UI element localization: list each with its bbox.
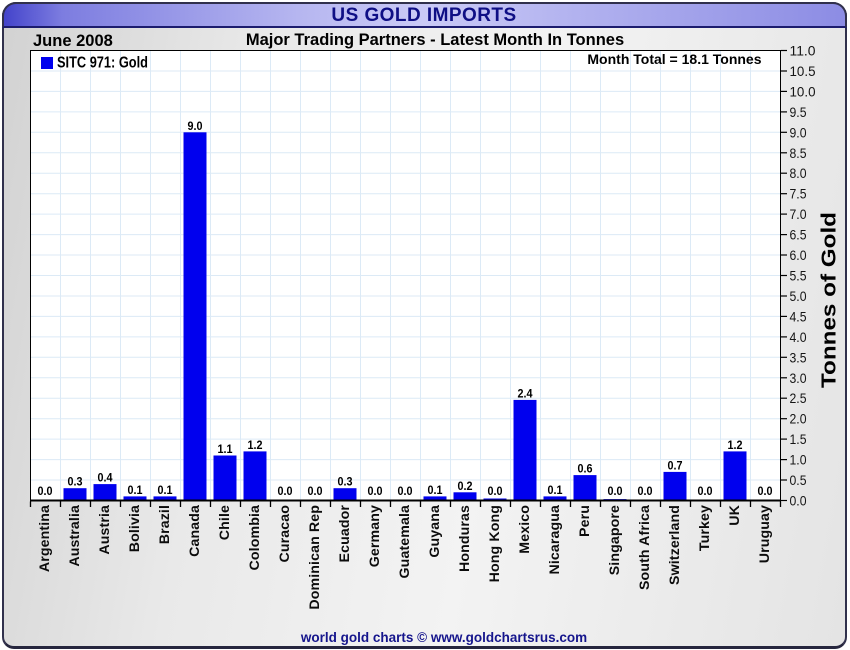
svg-text:0.4: 0.4 bbox=[98, 471, 113, 485]
svg-text:7.0: 7.0 bbox=[790, 206, 807, 222]
svg-text:0.3: 0.3 bbox=[68, 475, 83, 489]
svg-text:Brazil: Brazil bbox=[157, 505, 173, 544]
svg-text:Nicaragua: Nicaragua bbox=[547, 505, 563, 575]
svg-text:0.0: 0.0 bbox=[698, 484, 713, 498]
svg-text:5.0: 5.0 bbox=[790, 288, 807, 304]
svg-text:0.0: 0.0 bbox=[308, 484, 323, 498]
svg-text:0.5: 0.5 bbox=[790, 472, 807, 488]
svg-text:0.1: 0.1 bbox=[428, 483, 443, 497]
svg-text:11.0: 11.0 bbox=[790, 43, 816, 59]
svg-text:0.6: 0.6 bbox=[578, 462, 593, 476]
svg-text:Colombia: Colombia bbox=[247, 505, 263, 570]
svg-text:0.0: 0.0 bbox=[38, 484, 53, 498]
svg-text:2.4: 2.4 bbox=[518, 386, 533, 400]
svg-text:Ecuador: Ecuador bbox=[337, 505, 353, 563]
svg-text:Honduras: Honduras bbox=[457, 505, 473, 572]
svg-text:Bolivia: Bolivia bbox=[127, 505, 143, 552]
svg-text:5.5: 5.5 bbox=[790, 268, 807, 284]
svg-text:0.0: 0.0 bbox=[608, 484, 623, 498]
svg-text:Switzerland: Switzerland bbox=[667, 505, 683, 585]
svg-text:6.5: 6.5 bbox=[790, 227, 807, 243]
svg-text:8.5: 8.5 bbox=[790, 145, 807, 161]
svg-text:4.0: 4.0 bbox=[790, 329, 807, 345]
svg-text:2.0: 2.0 bbox=[790, 411, 807, 427]
svg-text:0.3: 0.3 bbox=[338, 475, 353, 489]
svg-text:Peru: Peru bbox=[577, 505, 593, 537]
svg-text:Hong Kong: Hong Kong bbox=[487, 505, 503, 582]
svg-text:0.0: 0.0 bbox=[278, 484, 293, 498]
svg-text:Guyana: Guyana bbox=[427, 505, 443, 558]
svg-text:8.0: 8.0 bbox=[790, 165, 807, 181]
svg-text:1.1: 1.1 bbox=[218, 442, 233, 456]
svg-text:UK: UK bbox=[727, 504, 743, 525]
svg-text:9.0: 9.0 bbox=[188, 119, 203, 133]
svg-text:7.5: 7.5 bbox=[790, 186, 807, 202]
svg-text:Curacao: Curacao bbox=[277, 505, 293, 563]
svg-text:Chile: Chile bbox=[217, 505, 233, 540]
svg-text:0.0: 0.0 bbox=[790, 493, 807, 509]
svg-text:0.0: 0.0 bbox=[758, 484, 773, 498]
svg-text:1.2: 1.2 bbox=[248, 438, 263, 452]
svg-text:0.0: 0.0 bbox=[488, 484, 503, 498]
svg-text:0.0: 0.0 bbox=[368, 484, 383, 498]
svg-text:9.5: 9.5 bbox=[790, 104, 807, 120]
svg-text:6.0: 6.0 bbox=[790, 247, 807, 263]
svg-text:0.1: 0.1 bbox=[128, 483, 143, 497]
svg-text:2.5: 2.5 bbox=[790, 390, 807, 406]
svg-text:Dominican Rep: Dominican Rep bbox=[307, 505, 323, 610]
svg-text:Guatemala: Guatemala bbox=[397, 505, 413, 578]
svg-text:SITC 971: Gold: SITC 971: Gold bbox=[57, 55, 148, 72]
svg-text:Uruguay: Uruguay bbox=[757, 505, 773, 563]
svg-text:Singapore: Singapore bbox=[607, 505, 623, 575]
svg-text:0.1: 0.1 bbox=[548, 483, 563, 497]
svg-text:4.5: 4.5 bbox=[790, 308, 807, 324]
svg-text:Canada: Canada bbox=[187, 505, 203, 557]
svg-text:Austria: Austria bbox=[97, 505, 113, 555]
svg-text:0.1: 0.1 bbox=[158, 483, 173, 497]
svg-text:Tonnes of Gold: Tonnes of Gold bbox=[819, 212, 841, 388]
svg-text:0.2: 0.2 bbox=[458, 479, 473, 493]
svg-text:0.0: 0.0 bbox=[398, 484, 413, 498]
svg-text:3.0: 3.0 bbox=[790, 370, 807, 386]
svg-text:Mexico: Mexico bbox=[517, 505, 533, 554]
svg-text:Australia: Australia bbox=[67, 505, 83, 567]
svg-text:Turkey: Turkey bbox=[697, 505, 713, 551]
svg-text:Germany: Germany bbox=[367, 505, 383, 567]
svg-text:1.5: 1.5 bbox=[790, 431, 807, 447]
svg-text:Month Total = 18.1 Tonnes: Month Total = 18.1 Tonnes bbox=[587, 51, 761, 67]
svg-text:South Africa: South Africa bbox=[637, 505, 653, 590]
svg-text:1.2: 1.2 bbox=[728, 438, 743, 452]
svg-text:3.5: 3.5 bbox=[790, 349, 807, 365]
svg-text:1.0: 1.0 bbox=[790, 452, 807, 468]
svg-text:9.0: 9.0 bbox=[790, 124, 807, 140]
svg-text:0.7: 0.7 bbox=[668, 458, 683, 472]
svg-text:Argentina: Argentina bbox=[37, 505, 53, 572]
svg-text:0.0: 0.0 bbox=[638, 484, 653, 498]
svg-text:10.5: 10.5 bbox=[790, 63, 816, 79]
svg-text:10.0: 10.0 bbox=[790, 83, 816, 99]
